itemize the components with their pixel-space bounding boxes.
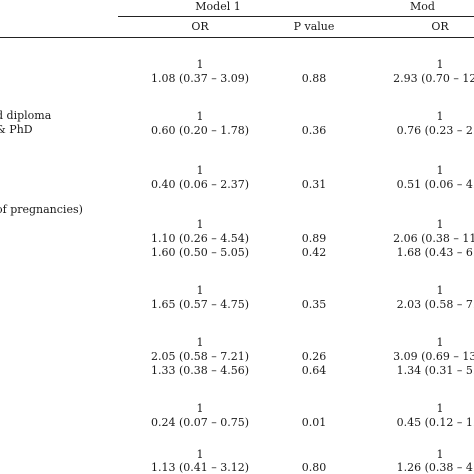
- cell-or1: 1: [196, 402, 204, 415]
- cell-p1: 0.88: [301, 72, 327, 85]
- cell-or1: 0.60 (0.20 – 1.78): [150, 124, 250, 137]
- cell-or2: 2.06 (0.38 – 11.2: [393, 232, 474, 245]
- cell-or1: 1: [196, 284, 204, 297]
- cell-or2: 2.93 (0.70 – 12.1: [393, 72, 474, 85]
- row-label-phd: & PhD: [0, 123, 33, 136]
- cell-or1: 1: [196, 58, 204, 71]
- cell-or1: 1.60 (0.50 – 5.05): [150, 246, 250, 259]
- cell-p1: 0.36: [301, 124, 327, 137]
- cell-p1: 0.26: [301, 350, 327, 363]
- cell-or2: 1: [436, 164, 444, 177]
- cell-or2: 0.76 (0.23 – 2.4: [396, 124, 474, 137]
- cell-or2: 0.45 (0.12 – 1.6: [396, 416, 474, 429]
- row-label-pregnancies: of pregnancies): [0, 203, 83, 216]
- cell-or1: 2.05 (0.58 – 7.21): [150, 350, 250, 363]
- cell-or1: 1.33 (0.38 – 4.56): [150, 364, 250, 377]
- cell-p1: 0.64: [301, 364, 327, 377]
- header-model-2: Mod: [410, 0, 435, 13]
- cell-or2: 1: [436, 218, 444, 231]
- header-rule-bottom: [0, 37, 474, 38]
- cell-p1: 0.01: [301, 416, 327, 429]
- cell-or1: 1.08 (0.37 – 3.09): [150, 72, 250, 85]
- header-or-model-2: OR: [431, 20, 449, 33]
- cell-or2: 1: [436, 58, 444, 71]
- cell-or1: 1.13 (0.41 – 3.12): [150, 461, 250, 474]
- header-or-model-1: OR: [191, 20, 209, 33]
- cell-or2: 1: [436, 110, 444, 123]
- cell-p1: 0.35: [301, 298, 327, 311]
- cell-p1: 0.31: [301, 178, 327, 191]
- cell-or1: 1.10 (0.26 – 4.54): [150, 232, 250, 245]
- cell-or2: 1: [436, 448, 444, 461]
- cell-or1: 0.24 (0.07 – 0.75): [150, 416, 250, 429]
- cell-p1: 0.80: [301, 461, 327, 474]
- cell-or2: 1: [436, 336, 444, 349]
- cell-or2: 1.34 (0.31 – 5.7: [396, 364, 474, 377]
- cell-p1: 0.89: [301, 232, 327, 245]
- cell-or2: 0.51 (0.06 – 4.0: [396, 178, 474, 191]
- cell-or1: 0.40 (0.06 – 2.37): [150, 178, 250, 191]
- header-model-1: Model 1: [195, 0, 241, 13]
- header-pvalue-model-1: P value: [293, 20, 335, 33]
- cell-or1: 1: [196, 448, 204, 461]
- header-rule-top: [118, 16, 474, 17]
- cell-p1: 0.42: [301, 246, 327, 259]
- cell-or2: 1.68 (0.43 – 6.5: [396, 246, 474, 259]
- row-label-diploma: d diploma: [0, 109, 52, 122]
- cell-or1: 1: [196, 336, 204, 349]
- cell-or2: 3.09 (0.69 – 13.7: [393, 350, 474, 363]
- cell-or1: 1: [196, 218, 204, 231]
- cell-or2: 1: [436, 284, 444, 297]
- cell-or1: 1.65 (0.57 – 4.75): [150, 298, 250, 311]
- cell-or2: 1.26 (0.38 – 4.1: [396, 461, 474, 474]
- cell-or1: 1: [196, 110, 204, 123]
- cell-or2: 1: [436, 402, 444, 415]
- cell-or1: 1: [196, 164, 204, 177]
- cell-or2: 2.03 (0.58 – 7.0: [396, 298, 474, 311]
